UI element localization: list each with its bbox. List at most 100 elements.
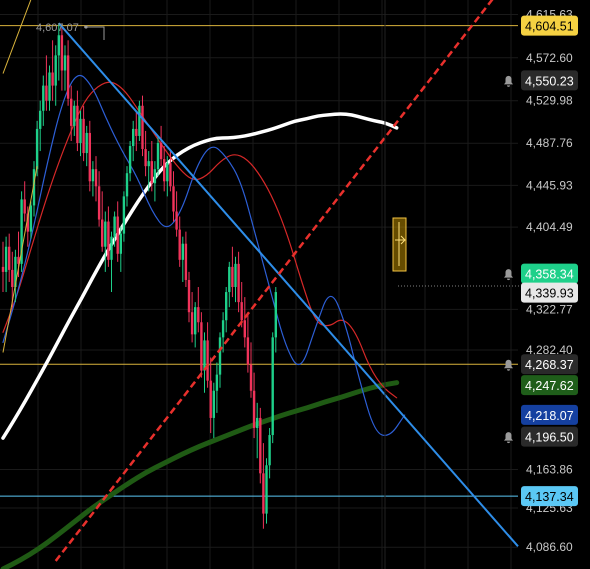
candle[interactable] xyxy=(107,206,110,267)
candle[interactable] xyxy=(26,206,29,247)
candle[interactable] xyxy=(39,100,42,152)
candle[interactable] xyxy=(51,40,54,101)
candle[interactable] xyxy=(153,161,157,202)
candle[interactable] xyxy=(104,211,107,272)
alert-bell-icon[interactable] xyxy=(504,359,513,371)
candle[interactable] xyxy=(262,443,265,529)
candle[interactable] xyxy=(218,332,222,388)
candle[interactable] xyxy=(178,216,181,267)
candle[interactable] xyxy=(259,407,262,484)
candle[interactable] xyxy=(132,120,135,162)
candle[interactable] xyxy=(63,45,67,91)
candle[interactable] xyxy=(116,201,119,262)
candle[interactable] xyxy=(209,357,212,434)
candle[interactable] xyxy=(271,332,274,444)
candle[interactable] xyxy=(122,191,126,242)
candle[interactable] xyxy=(197,287,200,333)
candle[interactable] xyxy=(200,312,203,378)
candle[interactable] xyxy=(23,181,26,222)
candle[interactable] xyxy=(14,249,17,303)
candle[interactable] xyxy=(119,226,122,272)
candle[interactable] xyxy=(156,135,160,177)
candle[interactable] xyxy=(265,458,268,524)
candle[interactable] xyxy=(268,428,271,479)
candle[interactable] xyxy=(70,85,73,141)
price-axis[interactable]: 4,615.634,572.604,529.984,487.764,445.93… xyxy=(526,7,573,554)
candle[interactable] xyxy=(181,236,184,282)
candle[interactable] xyxy=(184,231,188,288)
candle[interactable] xyxy=(48,65,51,111)
price-label[interactable]: 4,218.07 xyxy=(521,404,578,425)
candle[interactable] xyxy=(166,156,169,197)
price-label[interactable]: 4,339.93 xyxy=(521,282,578,303)
candle[interactable] xyxy=(234,256,237,303)
price-label[interactable]: 4,550.23 xyxy=(504,70,578,91)
candle[interactable] xyxy=(54,45,57,106)
candle[interactable] xyxy=(66,40,70,106)
candle[interactable] xyxy=(240,281,243,328)
candle[interactable] xyxy=(249,342,253,398)
candle[interactable] xyxy=(138,100,141,141)
trendline[interactable] xyxy=(58,22,280,275)
candle[interactable] xyxy=(274,287,277,353)
candle[interactable] xyxy=(94,156,98,202)
candle[interactable] xyxy=(172,171,175,222)
candle[interactable] xyxy=(147,151,150,192)
candle[interactable] xyxy=(45,55,48,111)
candle[interactable] xyxy=(113,211,116,247)
price-label[interactable]: 4,137.34 xyxy=(521,486,578,507)
candle[interactable] xyxy=(20,191,23,272)
candle[interactable] xyxy=(1,241,5,293)
candle[interactable] xyxy=(150,140,153,192)
candle[interactable] xyxy=(163,146,166,192)
candle[interactable] xyxy=(135,110,138,152)
candle[interactable] xyxy=(215,362,219,413)
candle[interactable] xyxy=(141,95,144,157)
candle[interactable] xyxy=(11,251,14,308)
candle[interactable] xyxy=(91,161,95,197)
price-label[interactable]: 4,604.51 xyxy=(521,15,578,36)
alert-bell-icon[interactable] xyxy=(504,269,513,281)
candle[interactable] xyxy=(212,382,215,439)
candle[interactable] xyxy=(190,292,194,343)
candle[interactable] xyxy=(231,246,234,298)
candle[interactable] xyxy=(144,130,147,177)
candle[interactable] xyxy=(79,110,82,157)
candle[interactable] xyxy=(97,171,101,227)
candle[interactable] xyxy=(169,151,172,192)
candle[interactable] xyxy=(85,125,88,167)
candle[interactable] xyxy=(194,302,197,348)
candle[interactable] xyxy=(221,312,225,353)
trendline[interactable] xyxy=(2,166,38,353)
candle[interactable] xyxy=(256,402,259,459)
candle[interactable] xyxy=(243,297,246,348)
candle[interactable] xyxy=(29,201,33,239)
alert-bell-icon[interactable] xyxy=(504,75,513,87)
candle[interactable] xyxy=(175,191,178,237)
candle[interactable] xyxy=(82,105,85,162)
candle[interactable] xyxy=(60,25,64,91)
candle[interactable] xyxy=(4,236,8,293)
candle[interactable] xyxy=(76,90,79,152)
candle[interactable] xyxy=(88,120,91,192)
price-label[interactable]: 4,247.62 xyxy=(521,375,578,396)
candle[interactable] xyxy=(228,261,231,308)
candle[interactable] xyxy=(237,251,240,313)
candle[interactable] xyxy=(32,161,36,217)
alert-bell-icon[interactable] xyxy=(504,432,513,444)
candle[interactable] xyxy=(101,191,104,252)
candle[interactable] xyxy=(42,75,45,126)
candle[interactable] xyxy=(125,166,129,207)
trendline[interactable] xyxy=(2,0,43,74)
trendline[interactable] xyxy=(54,273,280,562)
price-label[interactable]: 4,268.37 xyxy=(504,354,578,375)
candle[interactable] xyxy=(225,287,228,333)
candle[interactable] xyxy=(159,125,163,167)
price-label[interactable]: 4,196.50 xyxy=(504,426,578,447)
candle[interactable] xyxy=(246,312,250,373)
candle[interactable] xyxy=(110,231,113,293)
price-label[interactable]: 4,358.34 xyxy=(504,263,578,284)
candle[interactable] xyxy=(203,332,206,393)
